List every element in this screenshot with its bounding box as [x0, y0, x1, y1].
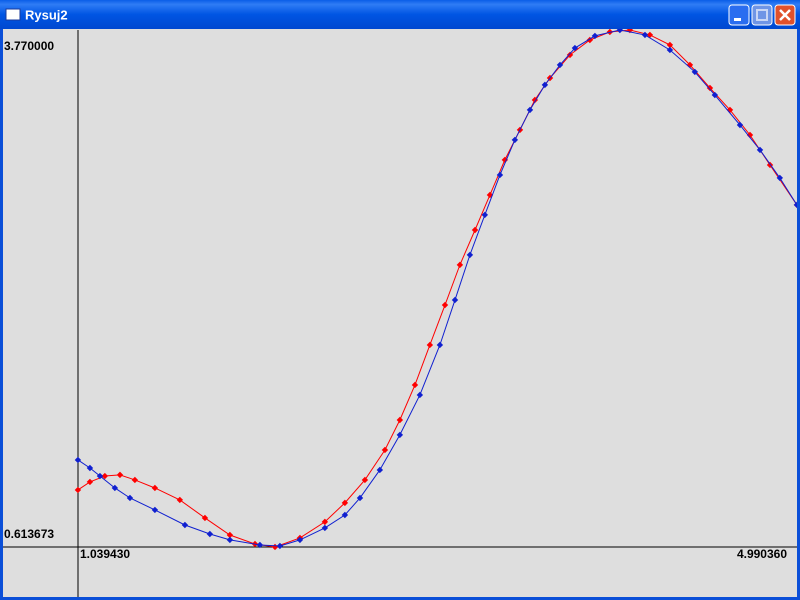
- data-point: [736, 121, 744, 129]
- data-point: [726, 106, 734, 114]
- data-point: [531, 96, 539, 104]
- data-point: [321, 518, 329, 526]
- data-point: [591, 32, 599, 40]
- data-point: [586, 36, 594, 44]
- data-point: [686, 61, 694, 69]
- data-point: [793, 201, 797, 209]
- data-point: [691, 68, 699, 76]
- data-point: [361, 476, 369, 484]
- data-point: [566, 51, 574, 59]
- data-point: [666, 41, 674, 49]
- data-point: [626, 29, 634, 34]
- data-point: [436, 341, 444, 349]
- data-point: [616, 29, 624, 34]
- data-point: [511, 136, 519, 144]
- data-point: [756, 146, 764, 154]
- data-point: [746, 131, 754, 139]
- data-point: [646, 31, 654, 39]
- data-point: [276, 542, 284, 550]
- data-point: [86, 464, 94, 472]
- data-point: [226, 536, 234, 544]
- data-point: [451, 296, 459, 304]
- window-title: Rysuj2: [25, 7, 68, 22]
- data-point: [226, 531, 234, 539]
- close-button[interactable]: [774, 4, 796, 26]
- maximize-button[interactable]: [751, 4, 773, 26]
- data-point: [341, 511, 349, 519]
- data-point: [666, 46, 674, 54]
- data-point: [111, 484, 119, 492]
- data-point: [74, 456, 82, 464]
- plot: [3, 29, 797, 597]
- data-point: [571, 44, 579, 52]
- data-point: [541, 81, 549, 89]
- data-point: [556, 61, 564, 69]
- data-point: [376, 466, 384, 474]
- data-point: [86, 478, 94, 486]
- data-point: [131, 476, 139, 484]
- data-point: [341, 499, 349, 507]
- x-tick-label: 4.990360: [737, 547, 787, 561]
- series-line: [77, 29, 797, 547]
- data-point: [501, 156, 509, 164]
- data-point: [176, 496, 184, 504]
- data-point: [471, 226, 479, 234]
- data-point: [776, 174, 784, 182]
- data-point: [526, 106, 534, 114]
- minimize-button[interactable]: [728, 4, 750, 26]
- data-point: [126, 494, 134, 502]
- data-point: [96, 472, 104, 480]
- data-point: [356, 494, 364, 502]
- data-point: [496, 171, 504, 179]
- data-point: [101, 472, 109, 480]
- data-point: [711, 91, 719, 99]
- data-point: [201, 514, 209, 522]
- data-point: [296, 536, 304, 544]
- data-point: [396, 431, 404, 439]
- data-point: [396, 416, 404, 424]
- data-point: [151, 484, 159, 492]
- data-point: [706, 84, 714, 92]
- y-tick-label: 0.613673: [4, 527, 54, 541]
- data-point: [116, 471, 124, 479]
- data-point: [256, 541, 264, 549]
- data-point: [74, 486, 82, 494]
- data-point: [381, 446, 389, 454]
- data-point: [641, 31, 649, 39]
- x-tick-label: 1.039430: [80, 547, 130, 561]
- y-tick-label: 3.770000: [4, 39, 54, 53]
- data-point: [441, 301, 449, 309]
- app-icon: [5, 8, 21, 21]
- data-point: [206, 530, 214, 538]
- title-bar: [0, 0, 800, 29]
- data-point: [181, 521, 189, 529]
- data-point: [426, 341, 434, 349]
- data-point: [416, 391, 424, 399]
- data-point: [411, 381, 419, 389]
- data-point: [456, 261, 464, 269]
- client-area: [3, 29, 797, 597]
- data-point: [466, 251, 474, 259]
- data-point: [481, 211, 489, 219]
- data-point: [151, 506, 159, 514]
- data-point: [321, 524, 329, 532]
